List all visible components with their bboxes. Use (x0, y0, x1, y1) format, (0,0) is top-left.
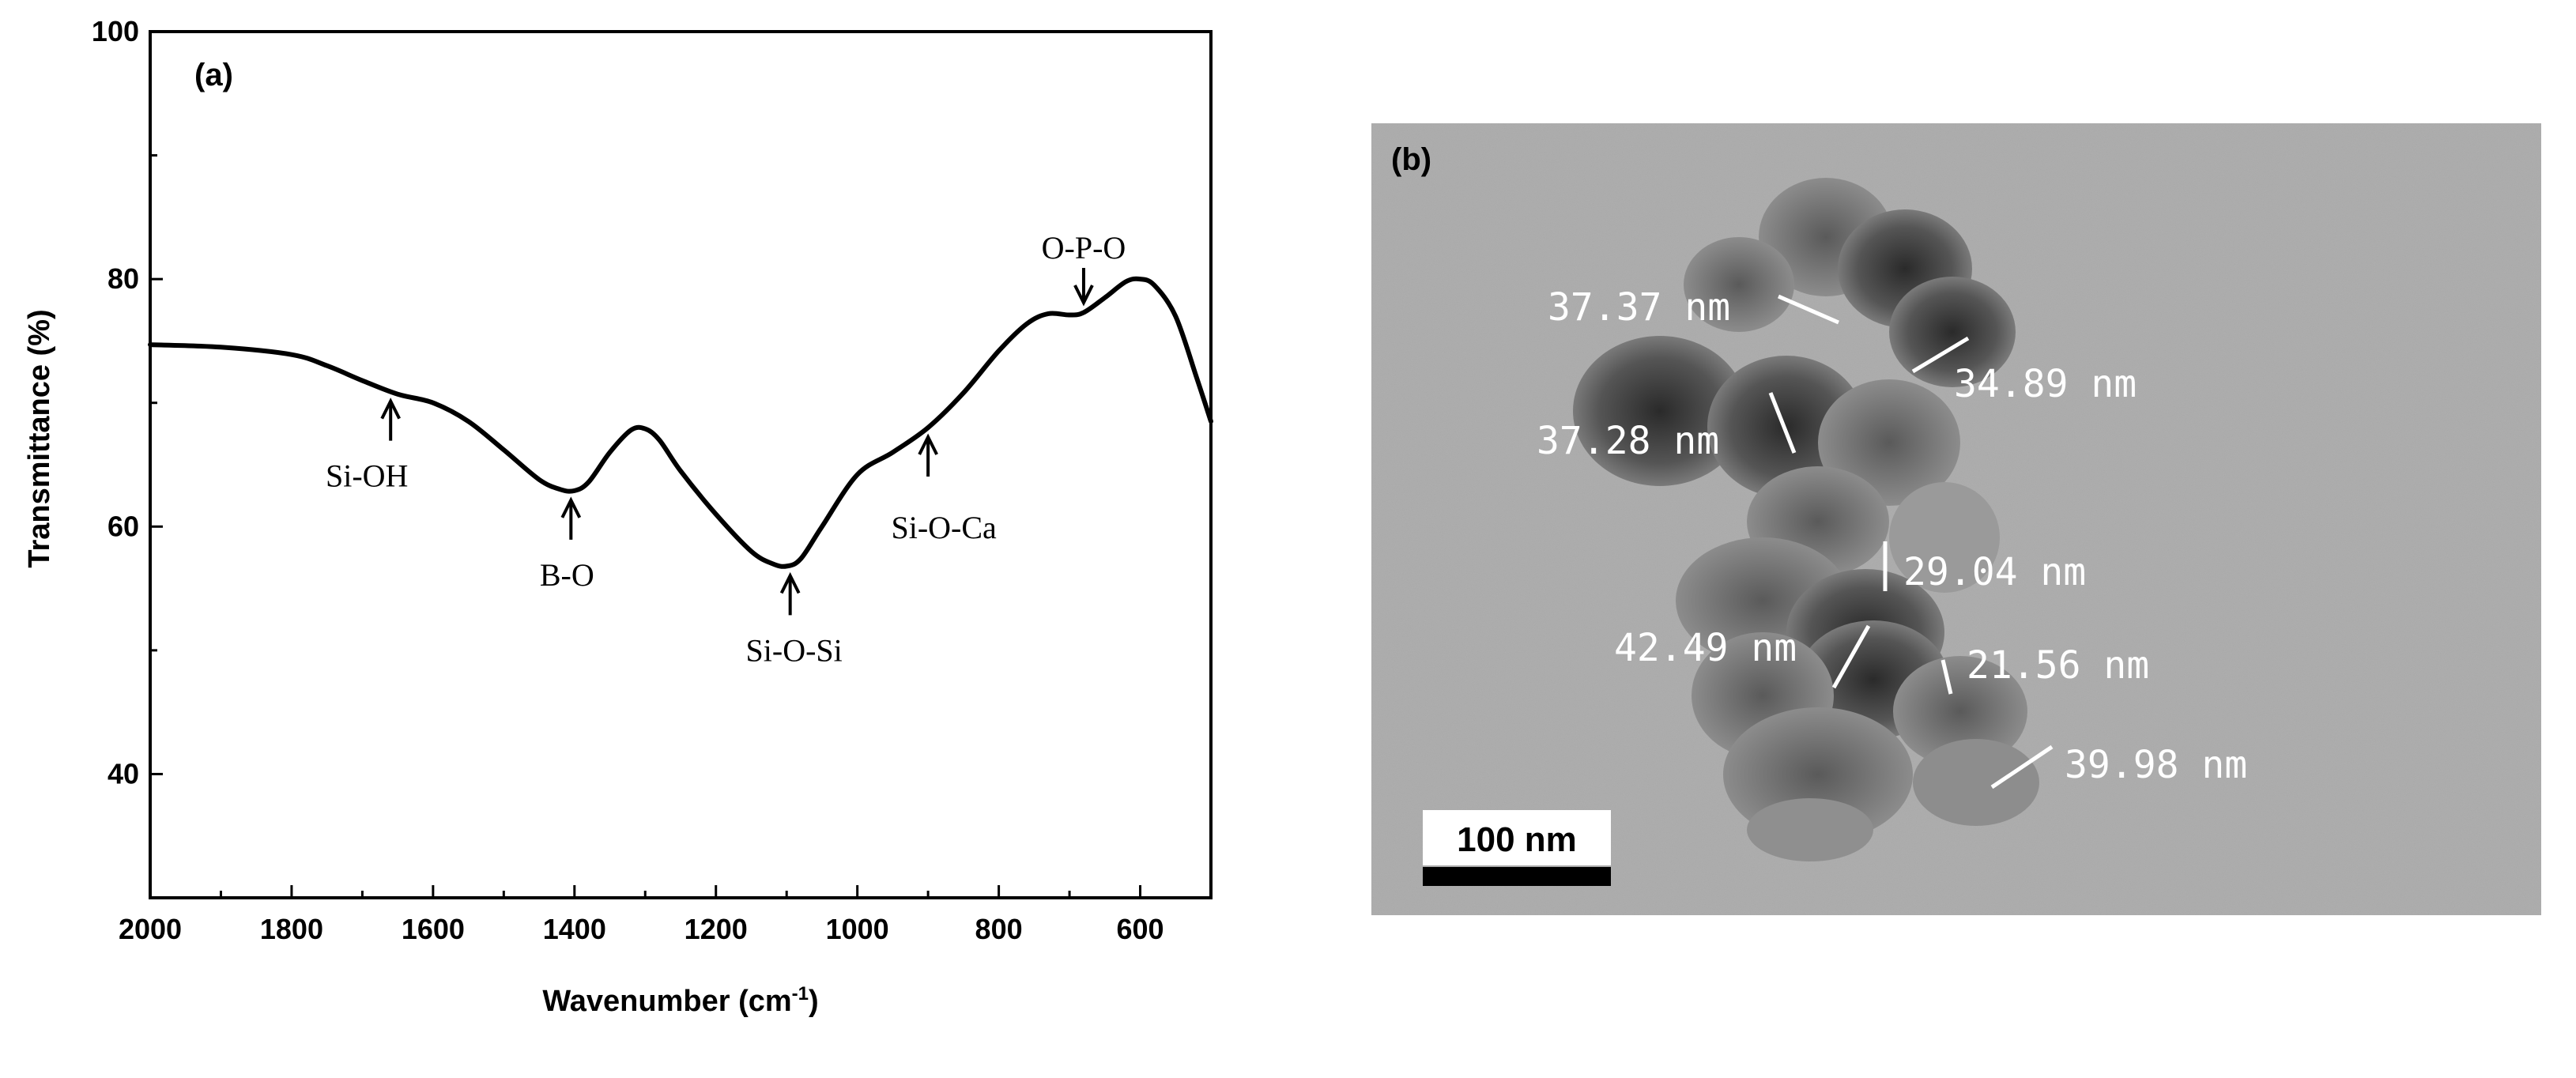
x-tick-label: 800 (975, 913, 1023, 945)
peak-label: O-P-O (1042, 230, 1126, 266)
peak-annotation: Si-OH (326, 398, 408, 494)
peak-annotation: B-O (540, 496, 594, 593)
peak-annotations: Si-OH B-O Si-O-Si Si-O-Ca O-P-O (326, 230, 1126, 668)
peak-annotation: Si-O-Si (746, 571, 843, 668)
measurement-label: 29.04 nm (1903, 550, 2086, 594)
y-tick-label: 40 (107, 757, 139, 790)
measurement-label: 34.89 nm (1954, 362, 2137, 406)
x-tick-label: 1600 (402, 913, 465, 945)
x-axis-ticks: 2000 1800 1600 1400 1200 1000 800 600 (119, 885, 1213, 945)
peak-label: B-O (540, 557, 594, 593)
peak-label: Si-O-Si (746, 632, 843, 668)
y-tick-label: 60 (107, 510, 139, 542)
x-tick-label: 600 (1116, 913, 1164, 945)
scale-bar: 100 nm (1423, 810, 1611, 886)
x-tick-label: 1400 (543, 913, 606, 945)
y-tick-label: 100 (92, 15, 139, 47)
x-axis-label: Wavenumber (cm-1) (542, 983, 818, 1018)
y-tick-label: 80 (107, 262, 139, 295)
measurement-lines (1768, 294, 2054, 790)
measurement-label: 39.98 nm (2065, 743, 2247, 787)
ftir-chart: 2000 1800 1600 1400 1200 1000 800 600 100 80 60 40… (23, 15, 1213, 1018)
measurement-label: 21.56 nm (1967, 643, 2149, 688)
x-tick-label: 1000 (826, 913, 889, 945)
panel-label-b: (b) (1391, 142, 1431, 177)
tem-image: 37.37 nm 34.89 nm 37.28 nm 29.04 nm 42.4… (1371, 123, 2541, 915)
measurement-label: 42.49 nm (1614, 626, 1797, 670)
peak-label: Si-OH (326, 458, 408, 494)
y-axis-ticks: 100 80 60 40 (92, 15, 163, 899)
peak-label: Si-O-Ca (891, 510, 997, 545)
panel-label-a: (a) (194, 58, 233, 92)
scale-bar-label: 100 nm (1457, 820, 1577, 859)
x-tick-label: 1200 (685, 913, 748, 945)
transmittance-curve (148, 276, 1213, 569)
x-tick-label: 2000 (119, 913, 182, 945)
y-axis-label: Transmittance (%) (23, 309, 56, 567)
measurement-labels: 37.37 nm 34.89 nm 37.28 nm 29.04 nm 42.4… (1537, 285, 2247, 787)
peak-annotation: O-P-O (1042, 230, 1126, 307)
nanoparticle-cluster (1573, 178, 2039, 861)
measurement-label: 37.37 nm (1548, 285, 1730, 330)
peak-annotation: Si-O-Ca (891, 433, 997, 545)
x-tick-label: 1800 (260, 913, 323, 945)
plot-frame (149, 30, 1213, 899)
measurement-label: 37.28 nm (1537, 419, 1719, 463)
